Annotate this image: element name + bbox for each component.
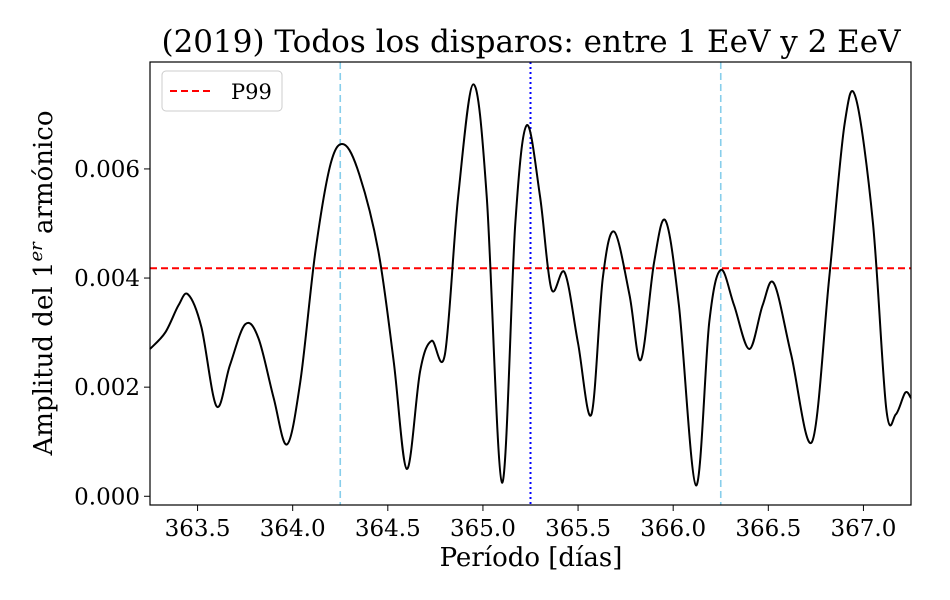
x-tick-label-5: 366.0 <box>640 516 706 542</box>
series-line-amplitude <box>149 83 912 487</box>
plot-frame <box>149 61 912 506</box>
x-tick-label-1: 364.0 <box>260 516 326 542</box>
y-tick-label-3: 0.006 <box>74 157 140 183</box>
y-tick-label-1: 0.002 <box>74 375 140 401</box>
x-tick-label-3: 365.0 <box>450 516 516 542</box>
legend-p99-label: P99 <box>231 80 272 104</box>
legend-box <box>161 70 283 112</box>
x-tick-label-6: 366.5 <box>735 516 801 542</box>
y-axis-label-superscript: er <box>26 241 47 262</box>
chart-title: (2019) Todos los disparos: entre 1 EeV y… <box>161 24 901 60</box>
y-axis-label-tail: armónico <box>29 110 59 242</box>
x-tick-label-7: 367.0 <box>831 516 897 542</box>
y-tick-label-2: 0.004 <box>74 266 140 292</box>
x-axis-label: Período [días] <box>440 543 623 573</box>
y-axis-label-main: Amplitud del 1 <box>29 262 59 457</box>
x-tick-label-2: 364.5 <box>355 516 421 542</box>
plot-area <box>149 62 912 505</box>
y-axis-label: Amplitud del 1er armónico <box>26 110 59 456</box>
x-tick-label-0: 363.5 <box>165 516 231 542</box>
y-tick-label-0: 0.000 <box>74 484 140 510</box>
x-tick-label-4: 365.5 <box>545 516 611 542</box>
legend: P99 <box>161 70 283 112</box>
